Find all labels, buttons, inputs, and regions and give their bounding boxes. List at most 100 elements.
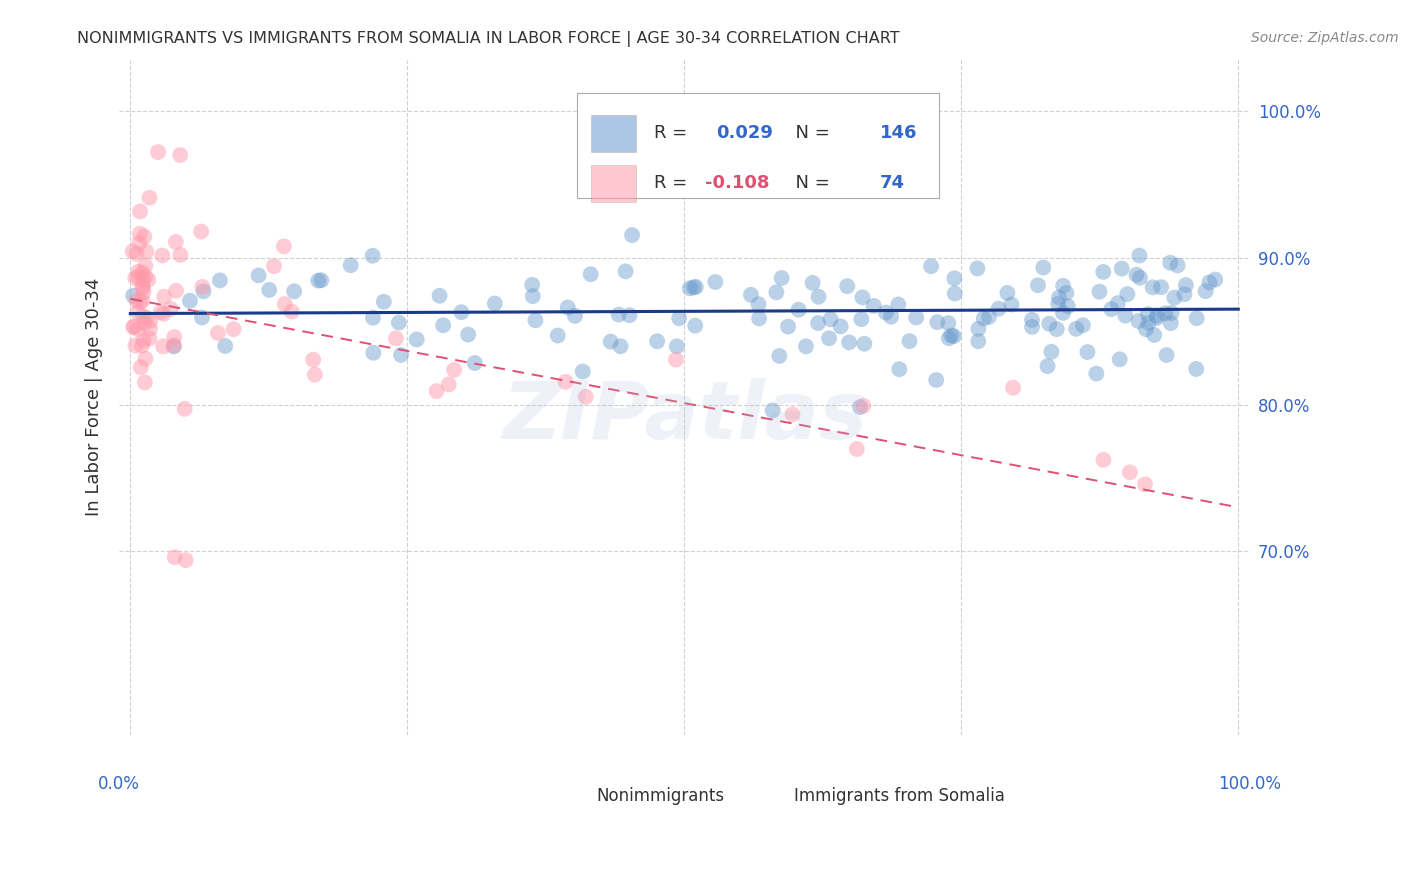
Point — [787, 302, 810, 317]
Point — [132, 316, 155, 330]
Point — [127, 270, 149, 285]
Text: R =: R = — [654, 124, 693, 142]
Point — [174, 553, 197, 567]
Point — [762, 403, 785, 417]
Point — [599, 334, 621, 349]
Point — [807, 290, 830, 304]
Point — [1133, 477, 1156, 491]
Point — [129, 295, 152, 310]
Point — [1107, 296, 1129, 310]
Point — [905, 310, 928, 325]
Point — [363, 345, 385, 359]
Point — [1047, 291, 1070, 305]
Point — [149, 305, 172, 319]
Point — [794, 339, 817, 353]
Point — [191, 280, 214, 294]
FancyBboxPatch shape — [591, 165, 636, 202]
Point — [429, 289, 451, 303]
Point — [704, 275, 727, 289]
Point — [801, 276, 824, 290]
Point — [304, 368, 326, 382]
Text: 0.0%: 0.0% — [98, 775, 141, 793]
Point — [1142, 280, 1164, 294]
Point — [125, 293, 148, 308]
Point — [966, 261, 988, 276]
Point — [782, 408, 804, 422]
Point — [124, 271, 146, 285]
Point — [361, 310, 384, 325]
Point — [920, 259, 942, 273]
Point — [464, 356, 486, 370]
Point — [943, 286, 966, 301]
Point — [1119, 465, 1142, 479]
Point — [820, 312, 842, 326]
Point — [132, 285, 155, 300]
Point — [131, 272, 153, 286]
Point — [936, 316, 959, 330]
Point — [1198, 276, 1220, 290]
Point — [1163, 291, 1185, 305]
Point — [1021, 319, 1043, 334]
Point — [138, 331, 160, 345]
Point — [747, 297, 769, 311]
Point — [943, 271, 966, 285]
Point — [150, 248, 173, 262]
Point — [609, 339, 631, 353]
Point — [778, 319, 800, 334]
Point — [193, 285, 215, 299]
Point — [274, 297, 297, 311]
Point — [153, 290, 176, 304]
Point — [247, 268, 270, 283]
Point — [1000, 297, 1022, 311]
Point — [1076, 345, 1098, 359]
Point — [437, 377, 460, 392]
Point — [134, 229, 156, 244]
Point — [165, 235, 187, 249]
Point — [131, 266, 153, 280]
Point — [1052, 306, 1074, 320]
Point — [682, 280, 704, 294]
Point — [146, 145, 169, 159]
Text: Immigrants from Somalia: Immigrants from Somalia — [794, 787, 1005, 805]
Point — [685, 280, 707, 294]
Point — [457, 327, 479, 342]
Point — [619, 308, 641, 322]
Point — [849, 400, 872, 414]
Point — [838, 335, 860, 350]
Point — [967, 322, 990, 336]
Point — [159, 301, 181, 316]
Point — [257, 283, 280, 297]
Point — [190, 225, 212, 239]
Point — [450, 305, 472, 319]
Point — [121, 244, 143, 259]
Point — [1185, 362, 1208, 376]
Point — [665, 339, 688, 353]
Point — [405, 333, 427, 347]
Text: 146: 146 — [880, 124, 917, 142]
Point — [1038, 317, 1060, 331]
Point — [425, 384, 447, 398]
Point — [967, 334, 990, 349]
Point — [564, 309, 586, 323]
Point — [1092, 265, 1115, 279]
Point — [1160, 306, 1182, 320]
Point — [191, 310, 214, 325]
Point — [373, 294, 395, 309]
Text: Source: ZipAtlas.com: Source: ZipAtlas.com — [1251, 31, 1399, 45]
Point — [520, 277, 543, 292]
Text: 100.0%: 100.0% — [1218, 775, 1281, 793]
Point — [135, 310, 157, 325]
Point — [1002, 381, 1025, 395]
Point — [139, 314, 162, 328]
Point — [135, 244, 157, 259]
Point — [302, 352, 325, 367]
Point — [122, 288, 145, 302]
Point — [740, 288, 762, 302]
Point — [557, 301, 579, 315]
Point — [132, 309, 155, 323]
Point — [179, 293, 201, 308]
Point — [131, 339, 153, 353]
Point — [1204, 272, 1226, 286]
Point — [683, 318, 706, 333]
Point — [830, 319, 852, 334]
